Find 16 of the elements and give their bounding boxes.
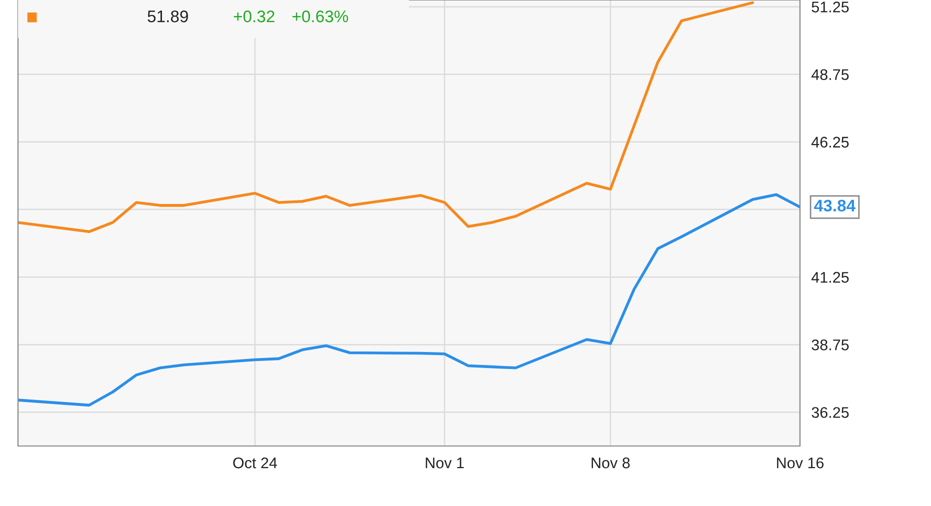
- y-tick-label: 36.25: [812, 407, 849, 418]
- x-tick-label: Nov 16: [777, 458, 824, 468]
- line-series: [18, 193, 800, 407]
- annotation: +0.63%: [292, 10, 348, 22]
- y-tick-label: 48.75: [811, 69, 849, 80]
- annotation: 51.89: [148, 10, 188, 22]
- annotation: +0.32: [234, 10, 274, 22]
- x-tick-label: Oct 24: [233, 458, 278, 468]
- y-tick-label: 38.75: [812, 340, 849, 350]
- annotation: 43.84: [814, 200, 856, 212]
- y-tick-label: 41.25: [811, 272, 849, 283]
- x-tick-label: Nov 1: [426, 458, 464, 468]
- line-series: [18, 1, 754, 234]
- y-tick-label: 46.25: [811, 136, 849, 148]
- y-tick-label: 51.25: [812, 2, 849, 12]
- x-tick-label: Nov 8: [592, 458, 630, 468]
